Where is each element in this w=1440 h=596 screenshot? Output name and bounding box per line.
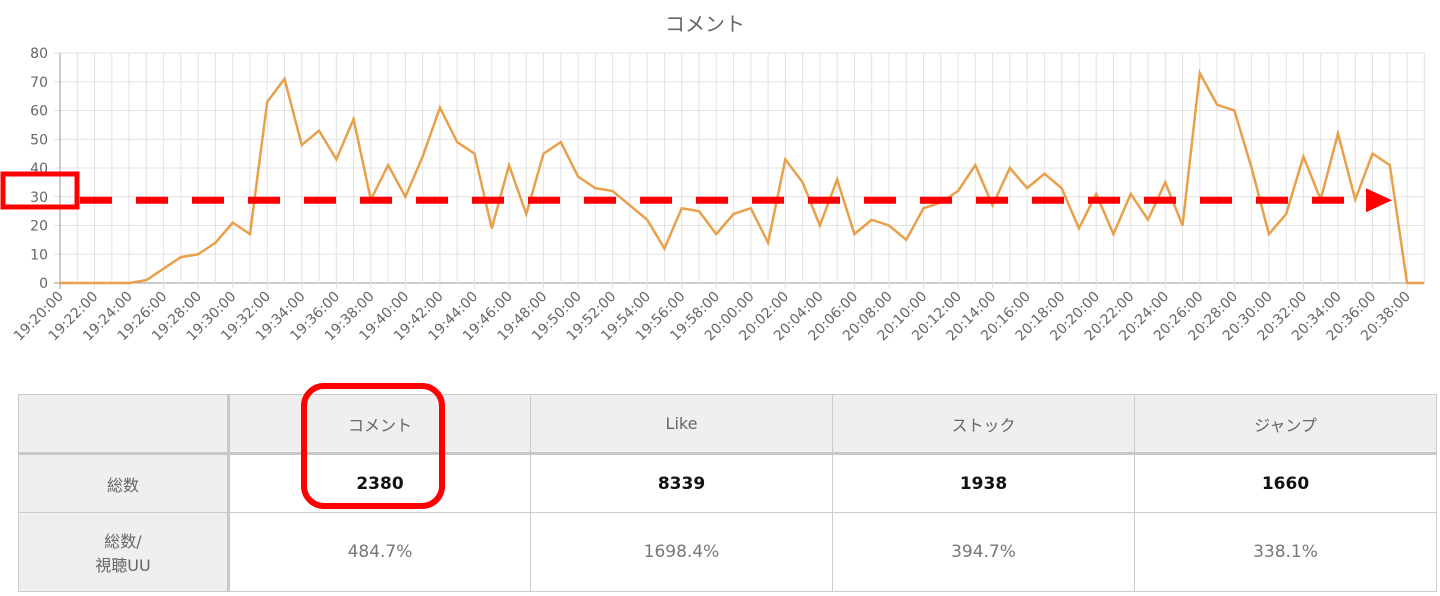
total-jump: 1660 [1134,453,1437,513]
y-tick-label: 50 [30,132,48,148]
y-tick-label: 0 [39,276,48,292]
total-comment: 2380 [228,453,531,513]
y-tick-label: 40 [30,161,48,177]
total-stock: 1938 [832,453,1135,513]
comment-series-line [60,69,1425,285]
row-label-ratio-line1: 総数/ [104,532,142,551]
y-tick-label: 60 [30,104,48,120]
header-stock: ストック [832,394,1135,455]
table-header-row: コメント Like ストック ジャンプ [18,394,1437,455]
y-tick-label: 30 [30,190,48,206]
ratio-jump: 338.1% [1134,512,1437,592]
y-tick-label: 80 [30,46,48,62]
grid [54,52,1425,289]
chart-title: コメント [665,12,745,36]
summary-table: コメント Like ストック ジャンプ 総数 2380 8339 1938 16… [18,394,1437,592]
header-like: Like [530,394,833,455]
y-axis: 0 10 20 30 40 50 60 70 80 [30,46,48,292]
header-comment: コメント [228,394,531,455]
row-label-ratio: 総数/ 視聴UU [18,512,230,592]
y-tick-label: 70 [30,75,48,91]
header-corner [18,394,230,455]
table-row: 総数 2380 8339 1938 1660 [18,453,1437,513]
total-like: 8339 [530,453,833,513]
row-label-total: 総数 [18,453,230,513]
x-axis: 19:20:0019:22:0019:24:0019:26:0019:28:00… [11,289,1414,345]
ratio-stock: 394.7% [832,512,1135,592]
y-tick-label: 10 [30,247,48,263]
row-label-ratio-line2: 視聴UU [95,556,151,575]
table-row: 総数/ 視聴UU 484.7% 1698.4% 394.7% 338.1% [18,512,1437,592]
ratio-comment: 484.7% [228,512,531,592]
ratio-like: 1698.4% [530,512,833,592]
comment-line-chart: コメント 0 10 20 30 40 50 60 70 80 19:20:0019:22:001… [11,12,1425,345]
y-tick-label: 20 [30,219,48,235]
header-jump: ジャンプ [1134,394,1437,455]
